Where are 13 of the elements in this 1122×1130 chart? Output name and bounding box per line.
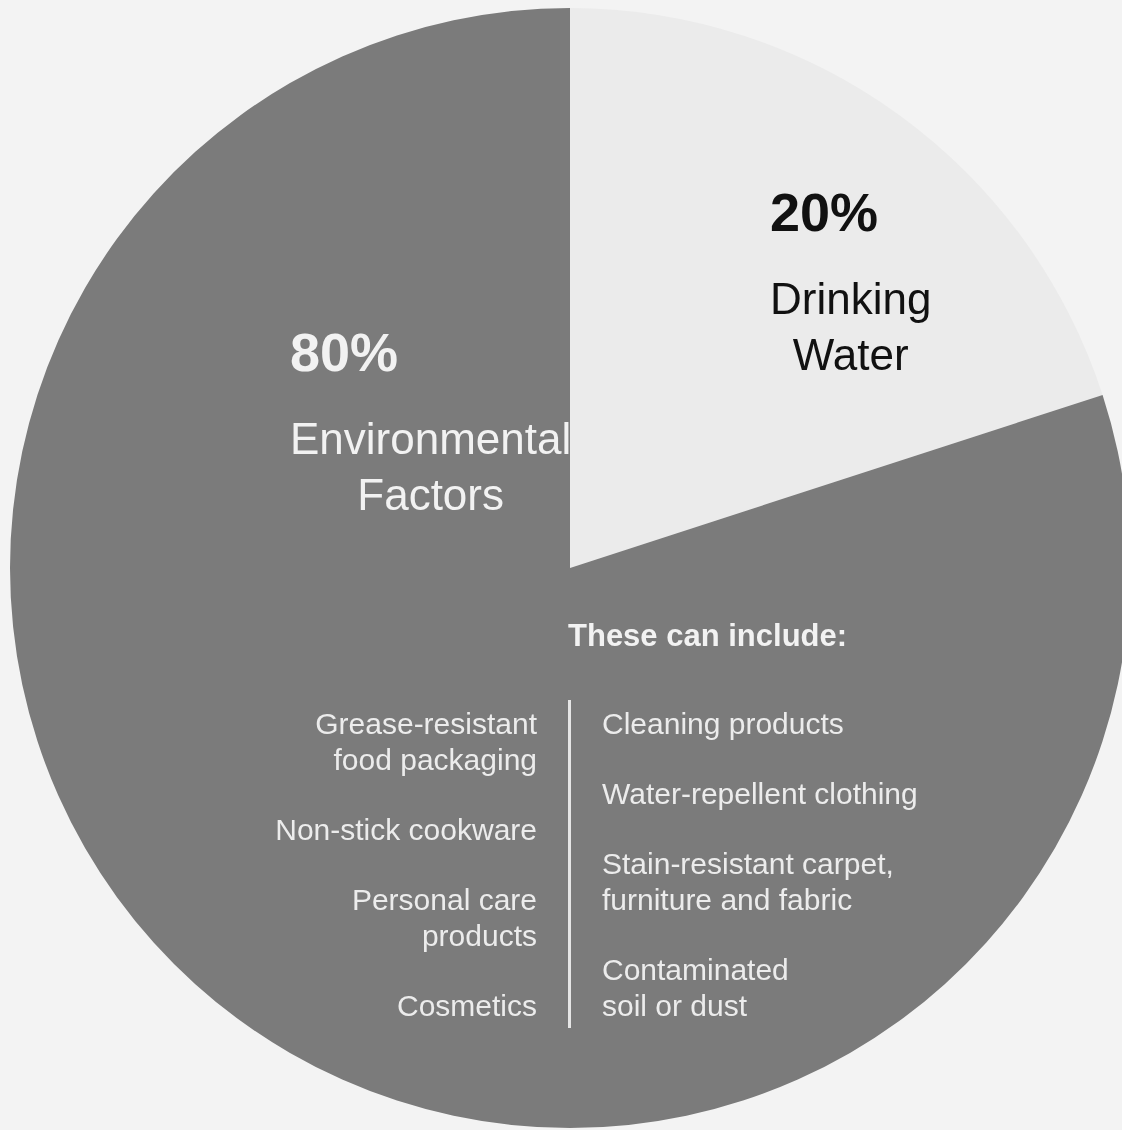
text: Cosmetics (396, 988, 537, 1022)
text: Grease-resistant food packaging (315, 706, 538, 776)
text: These can include: (568, 618, 848, 653)
text: Cleaning products (602, 706, 844, 740)
data-label: 80% (289, 322, 399, 382)
slice-label: Drinking Water (770, 273, 932, 379)
text: Contaminated soil or dust (602, 952, 789, 1022)
text: Non-stick cookware (275, 812, 537, 846)
data-label: 20% (769, 182, 879, 242)
text: Stain-resistant carpet, furniture and fabric (602, 846, 894, 916)
text: Water-repellent clothing (602, 776, 918, 810)
slice-label: Environmental Factors (289, 413, 572, 519)
text: Personal care products (351, 882, 537, 952)
